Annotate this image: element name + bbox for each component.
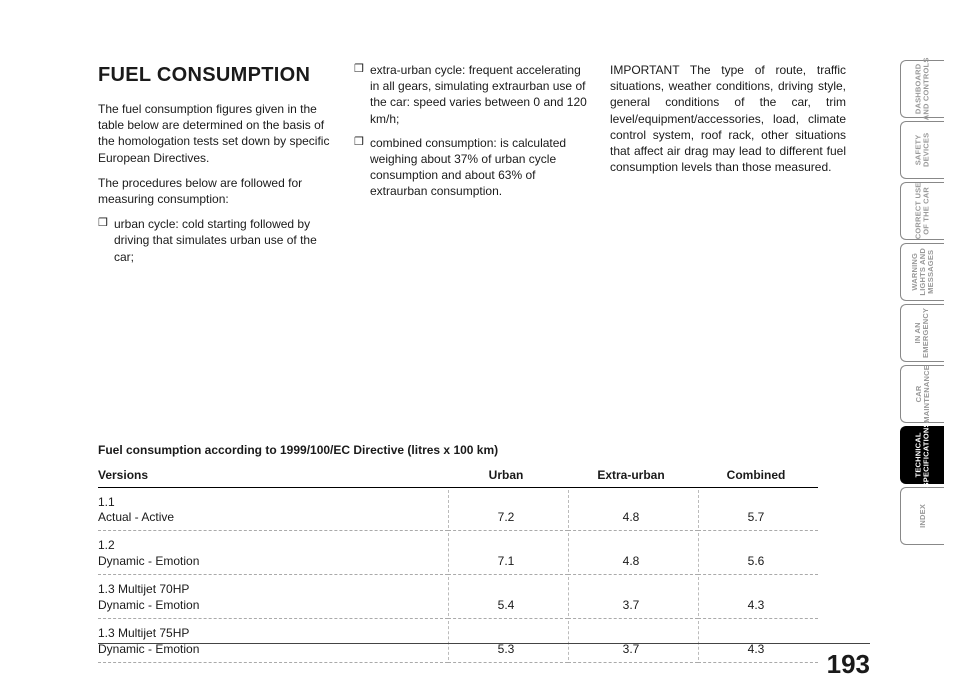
cell-urban: 5.4 [448, 575, 568, 619]
important-paragraph: IMPORTANT The type of route, traffic sit… [610, 62, 846, 175]
nav-tab-label: INDEX [919, 504, 927, 528]
page-number: 193 [827, 649, 870, 680]
fuel-table-section: Fuel consumption according to 1999/100/E… [98, 443, 876, 663]
nav-tab[interactable]: SAFETYDEVICES [900, 121, 944, 179]
cell-version: 1.3 Multijet 70HPDynamic - Emotion [98, 575, 448, 619]
bullet-extra-urban: ❒ extra-urban cycle: frequent accelerati… [354, 62, 590, 127]
table-caption: Fuel consumption according to 1999/100/E… [98, 443, 876, 457]
bullet-mark-icon: ❒ [98, 216, 114, 265]
bullet-urban-cycle: ❒ urban cycle: cold starting followed by… [98, 216, 334, 265]
side-tabs: DASHBOARDAND CONTROLS SAFETYDEVICES CORREC… [900, 0, 954, 698]
nav-tab-label: WARNINGLIGHTS ANDMESSAGES [911, 248, 935, 296]
col-header-extra-urban: Extra-urban [568, 463, 698, 488]
cell-combined: 4.3 [698, 575, 818, 619]
text-columns: FUEL CONSUMPTION The fuel consumption fi… [98, 62, 876, 273]
nav-tab[interactable]: DASHBOARDAND CONTROLS [900, 60, 944, 118]
nav-tab[interactable]: IN ANEMERGENCY [900, 304, 944, 362]
bullet-text: extra-urban cycle: frequent accelerating… [370, 62, 590, 127]
cell-version: 1.1Actual - Active [98, 487, 448, 531]
cell-extra-urban: 4.8 [568, 487, 698, 531]
nav-tab-label: CARMAINTENANCE [915, 365, 931, 423]
table-row: 1.1Actual - Active7.24.85.7 [98, 487, 818, 531]
table-header-row: Versions Urban Extra-urban Combined [98, 463, 818, 488]
nav-tab[interactable]: TECHNICALSPECIFICATIONS [900, 426, 944, 484]
page-content: FUEL CONSUMPTION The fuel consumption fi… [0, 0, 900, 698]
table-row: 1.2Dynamic - Emotion7.14.85.6 [98, 531, 818, 575]
cell-version: 1.3 Multijet 75HPDynamic - Emotion [98, 619, 448, 663]
nav-tab[interactable]: CARMAINTENANCE [900, 365, 944, 423]
nav-tab-label: SAFETYDEVICES [915, 133, 931, 167]
footer-rule [98, 643, 870, 644]
cell-urban: 5.3 [448, 619, 568, 663]
cell-combined: 5.7 [698, 487, 818, 531]
cell-combined: 5.6 [698, 531, 818, 575]
cell-extra-urban: 4.8 [568, 531, 698, 575]
nav-tab[interactable]: CORRECT USEOF THE CAR [900, 182, 944, 240]
column-2: ❒ extra-urban cycle: frequent accelerati… [354, 62, 590, 273]
intro-paragraph-1: The fuel consumption figures given in th… [98, 101, 334, 166]
bullet-mark-icon: ❒ [354, 62, 370, 127]
cell-extra-urban: 3.7 [568, 619, 698, 663]
cell-extra-urban: 3.7 [568, 575, 698, 619]
bullet-text: combined consumption: is calculated weig… [370, 135, 590, 200]
col-header-versions: Versions [98, 463, 448, 488]
nav-tab-label: DASHBOARDAND CONTROLS [915, 58, 931, 121]
column-3: IMPORTANT The type of route, traffic sit… [610, 62, 846, 273]
nav-tab-label: CORRECT USEOF THE CAR [915, 183, 931, 240]
cell-version: 1.2Dynamic - Emotion [98, 531, 448, 575]
cell-urban: 7.1 [448, 531, 568, 575]
nav-tab-label: IN ANEMERGENCY [915, 308, 931, 358]
fuel-consumption-table: Versions Urban Extra-urban Combined 1.1A… [98, 463, 818, 663]
bullet-combined: ❒ combined consumption: is calculated we… [354, 135, 590, 200]
nav-tab[interactable]: INDEX [900, 487, 944, 545]
nav-tab-label: TECHNICALSPECIFICATIONS [915, 422, 931, 487]
cell-urban: 7.2 [448, 487, 568, 531]
page-title: FUEL CONSUMPTION [98, 62, 334, 89]
table-row: 1.3 Multijet 75HPDynamic - Emotion5.33.7… [98, 619, 818, 663]
bullet-text: urban cycle: cold starting followed by d… [114, 216, 334, 265]
cell-combined: 4.3 [698, 619, 818, 663]
col-header-combined: Combined [698, 463, 818, 488]
intro-paragraph-2: The procedures below are followed for me… [98, 175, 334, 207]
col-header-urban: Urban [448, 463, 568, 488]
bullet-mark-icon: ❒ [354, 135, 370, 200]
column-1: FUEL CONSUMPTION The fuel consumption fi… [98, 62, 334, 273]
nav-tab[interactable]: WARNINGLIGHTS ANDMESSAGES [900, 243, 944, 301]
table-row: 1.3 Multijet 70HPDynamic - Emotion5.43.7… [98, 575, 818, 619]
